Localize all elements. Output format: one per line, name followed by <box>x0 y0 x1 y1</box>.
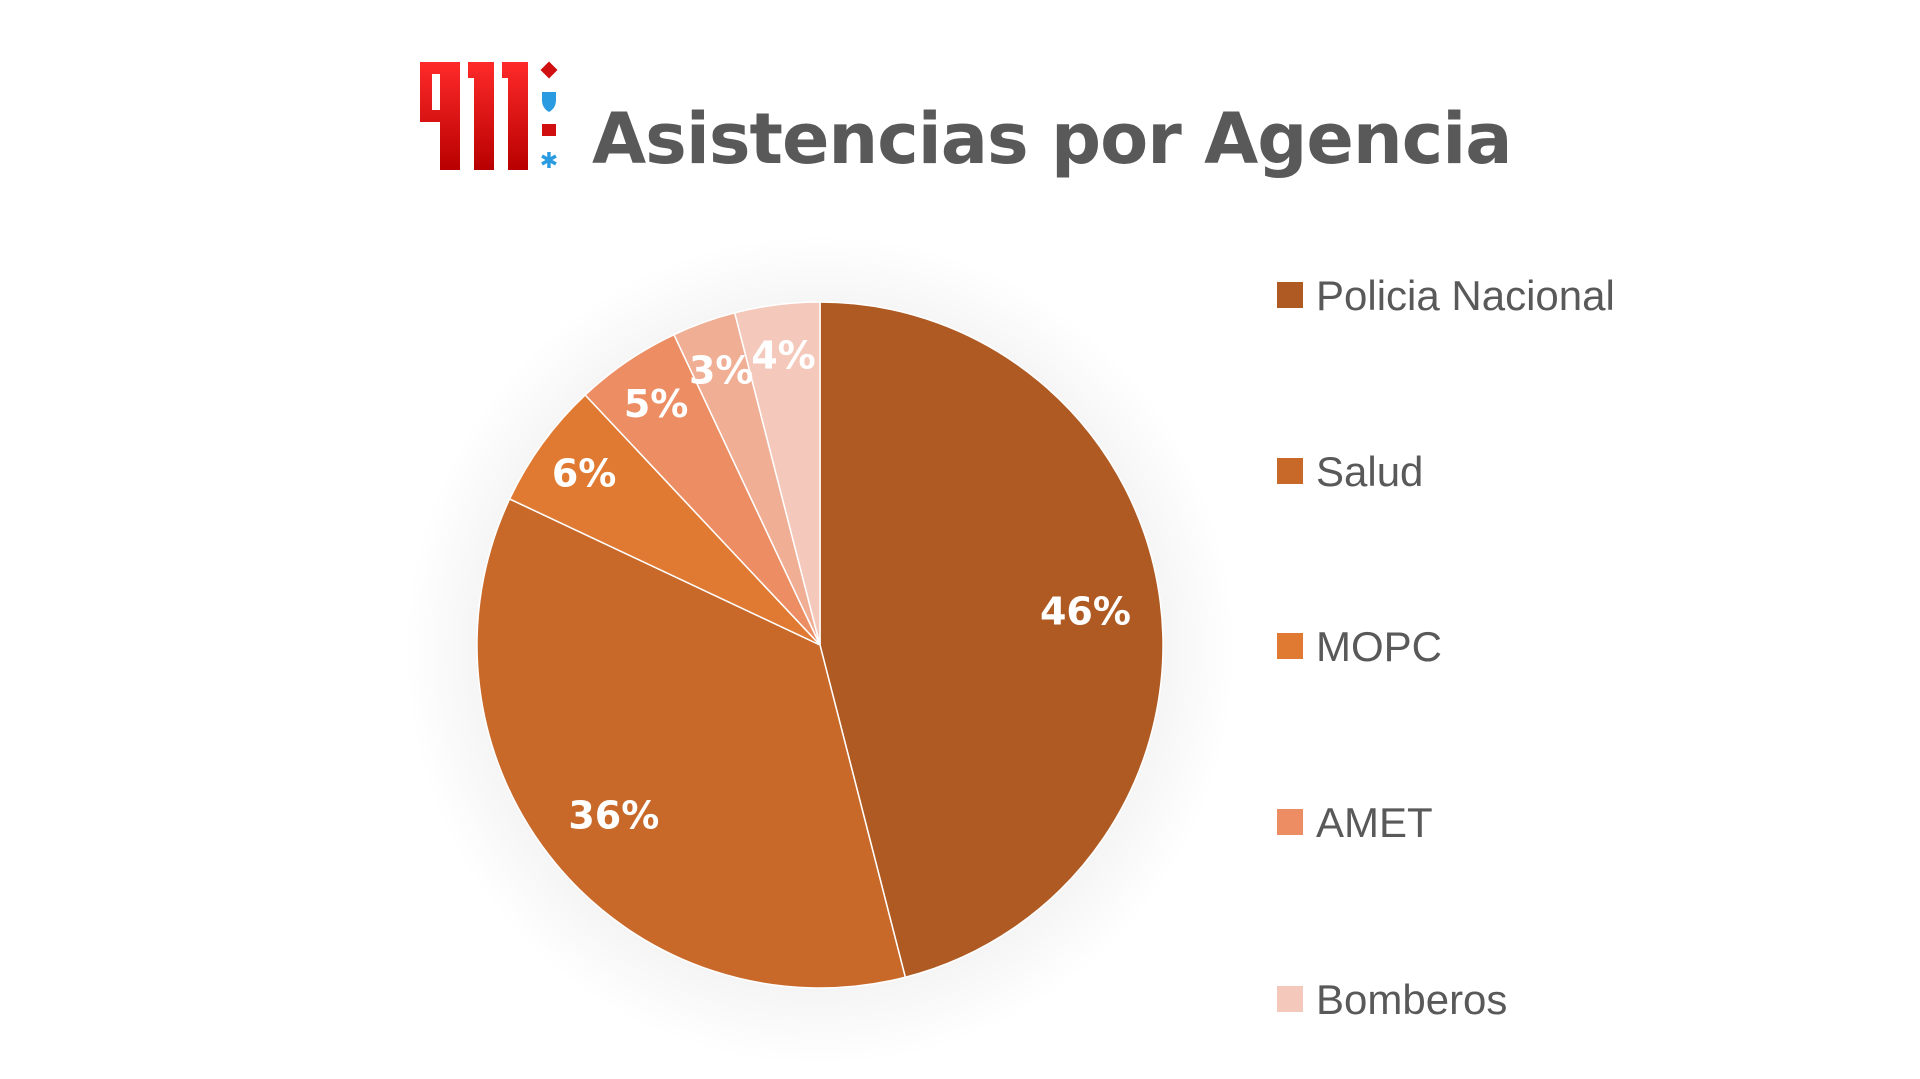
pie-slice-policia-nacional[interactable] <box>819 301 1164 979</box>
legend-item-salud[interactable]: Salud <box>1277 448 1617 504</box>
legend-label: Policia Nacional <box>1316 272 1615 319</box>
pie-slice-bomberos[interactable] <box>733 301 821 646</box>
data-label-mopc: 6% <box>552 452 617 496</box>
legend-item-amet[interactable]: AMET <box>1277 799 1617 855</box>
data-label-unlabeled: 3% <box>689 349 754 393</box>
legend-swatch <box>1277 282 1303 308</box>
legend-item-bomberos[interactable]: Bomberos <box>1277 976 1617 1032</box>
911-logo: ✱ <box>418 58 568 176</box>
legend-swatch <box>1277 458 1303 484</box>
legend-swatch <box>1277 809 1303 835</box>
legend-item-policia-nacional[interactable]: Policia Nacional <box>1277 272 1617 328</box>
svg-text:✱: ✱ <box>540 149 558 174</box>
legend-label: Bomberos <box>1316 976 1508 1023</box>
legend-label: Salud <box>1316 448 1424 495</box>
pie-slice-mopc[interactable] <box>508 393 821 646</box>
legend-swatch <box>1277 633 1303 659</box>
data-label-bomberos: 4% <box>751 334 816 378</box>
chart-title: Asistencias por Agencia <box>592 98 1512 180</box>
data-label-policia-nacional: 46% <box>1040 589 1131 633</box>
legend-item-mopc[interactable]: MOPC <box>1277 623 1617 679</box>
pie-slice-salud[interactable] <box>476 497 907 989</box>
legend-label: MOPC <box>1316 623 1442 670</box>
legend-swatch <box>1277 986 1303 1012</box>
legend-label: AMET <box>1316 799 1433 846</box>
data-label-amet: 5% <box>624 382 689 426</box>
data-label-salud: 36% <box>568 794 659 838</box>
